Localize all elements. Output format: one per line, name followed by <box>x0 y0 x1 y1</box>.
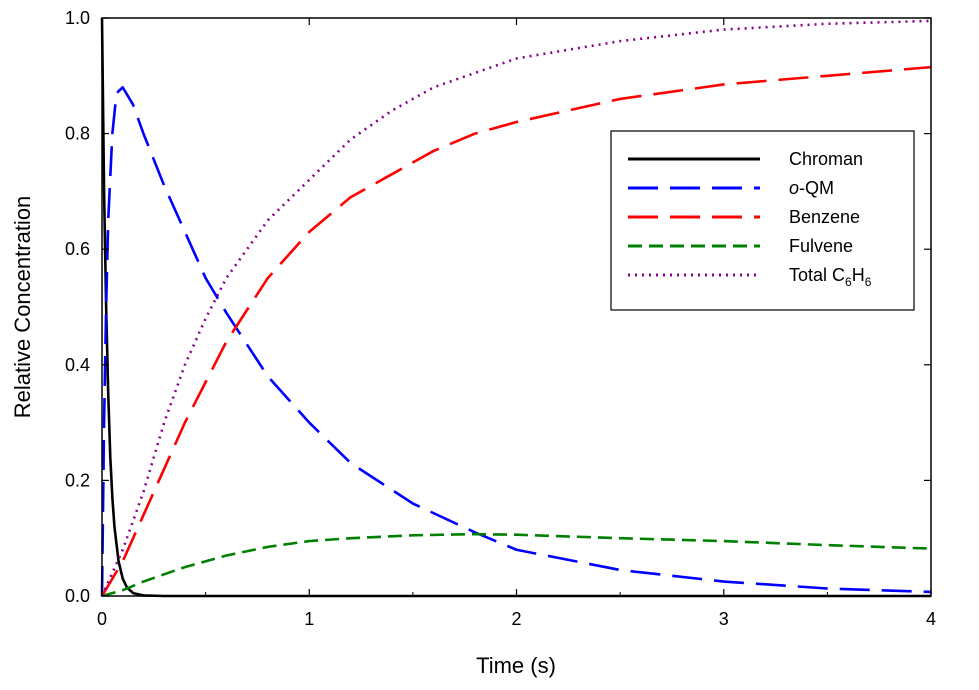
y-tick-label: 0.6 <box>65 239 90 259</box>
y-tick-label: 0.0 <box>65 586 90 606</box>
x-tick-label: 4 <box>926 609 936 629</box>
y-tick-label: 1.0 <box>65 8 90 28</box>
legend: Chroman o-QM Benzene Fulvene Total C6H6 <box>610 130 915 311</box>
y-tick-label: 0.2 <box>65 470 90 490</box>
legend-label-total-main: Total C <box>789 265 845 285</box>
legend-label-chroman: Chroman <box>789 149 863 169</box>
series-line-total-c6h6 <box>100 19 932 597</box>
legend-label-benzene: Benzene <box>789 207 860 227</box>
y-tick-label: 0.8 <box>65 124 90 144</box>
series-line-benzene <box>100 65 932 597</box>
x-tick-label: 3 <box>719 609 729 629</box>
legend-label-o-qm: o-QM <box>789 178 834 198</box>
y-axis-title: Relative Concentration <box>10 196 35 419</box>
legend-label-total-sub2: 6 <box>865 275 872 289</box>
ticks-layer: 0 1 2 3 4 0.0 0.2 0.4 0.6 0.8 1.0 <box>65 8 936 629</box>
x-axis-title: Time (s) <box>476 653 556 678</box>
legend-box <box>610 130 915 311</box>
legend-label-fulvene: Fulvene <box>789 236 853 256</box>
y-tick-label: 0.4 <box>65 355 90 375</box>
series-line-o-qm <box>100 86 932 597</box>
legend-label-total-sub1: 6 <box>845 275 852 289</box>
x-tick-label: 1 <box>304 609 314 629</box>
series-line-fulvene <box>101 532 932 598</box>
legend-label-o-qm-rest: -QM <box>799 178 834 198</box>
legend-label-total-c6h6: Total C6H6 <box>789 265 872 289</box>
x-tick-label: 2 <box>511 609 521 629</box>
x-tick-label: 0 <box>97 609 107 629</box>
legend-label-total-mid: H <box>852 265 865 285</box>
legend-label-o-qm-italic: o <box>789 178 799 198</box>
